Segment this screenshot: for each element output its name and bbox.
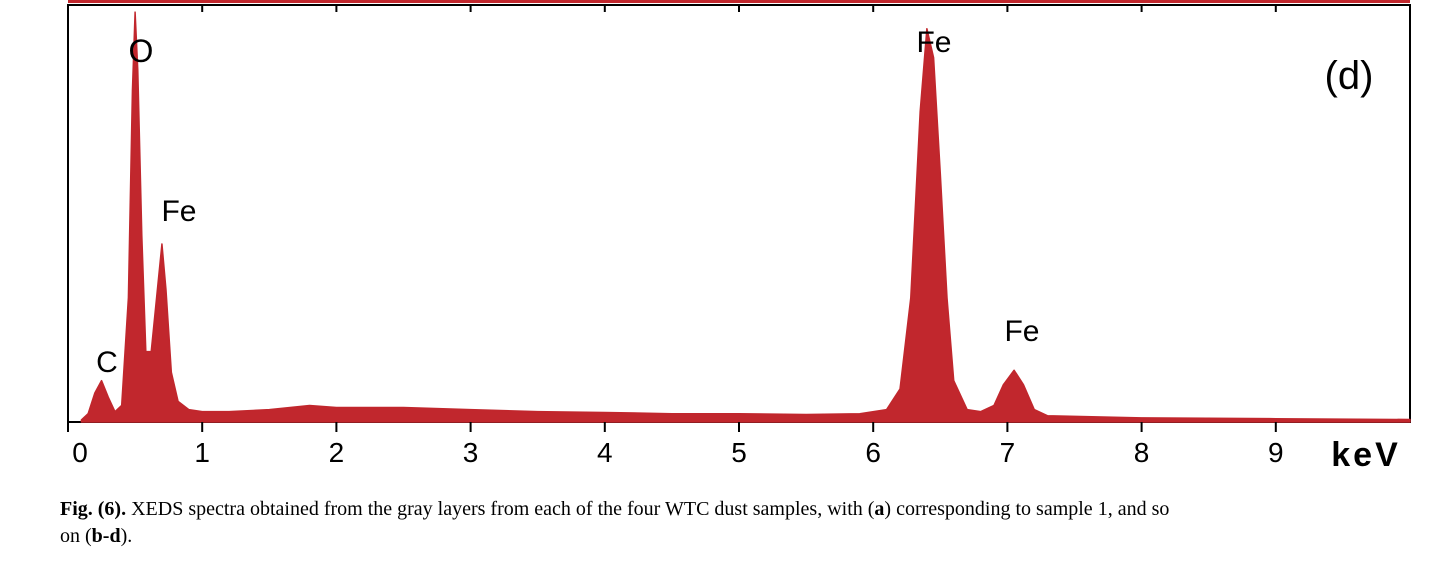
x-tick-label: 9: [1268, 437, 1284, 468]
x-tick-label: 7: [1000, 437, 1016, 468]
panel-label: (d): [1325, 54, 1374, 98]
caption-run: a: [874, 498, 884, 520]
peak-label: O: [129, 33, 154, 69]
caption-run: XEDS spectra obtained from the gray laye…: [126, 498, 875, 520]
caption-run: ) corresponding to sample 1, and so: [884, 498, 1169, 520]
x-axis-label: keV: [1331, 436, 1401, 474]
caption-run: b-d: [92, 525, 121, 547]
caption-run: Fig. (6).: [60, 498, 126, 520]
x-tick-label: 4: [597, 437, 613, 468]
x-tick-label: 8: [1134, 437, 1150, 468]
peak-label: Fe: [916, 26, 951, 59]
caption-line: Fig. (6). XEDS spectra obtained from the…: [60, 498, 1169, 520]
peak-label: Fe: [1004, 315, 1039, 348]
x-tick-label: 1: [194, 437, 210, 468]
plot: 0 1 2 3 4 5 6 7 8 9: [67, 5, 1411, 468]
previous-panel-edge: [68, 0, 1410, 3]
spectrum-area: [80, 11, 1411, 423]
caption-run: ).: [121, 525, 133, 547]
x-tick-label: 6: [865, 437, 881, 468]
peak-label: Fe: [161, 195, 196, 228]
plot-frame: [67, 4, 1411, 423]
x-tick-label: 5: [731, 437, 747, 468]
caption-line: on (b-d).: [60, 525, 132, 547]
x-tick-label: 3: [463, 437, 479, 468]
peak-label: C: [96, 346, 118, 379]
caption-run: on (: [60, 525, 92, 547]
x-tick-label: 0: [72, 437, 88, 468]
x-tick-label: 2: [329, 437, 345, 468]
